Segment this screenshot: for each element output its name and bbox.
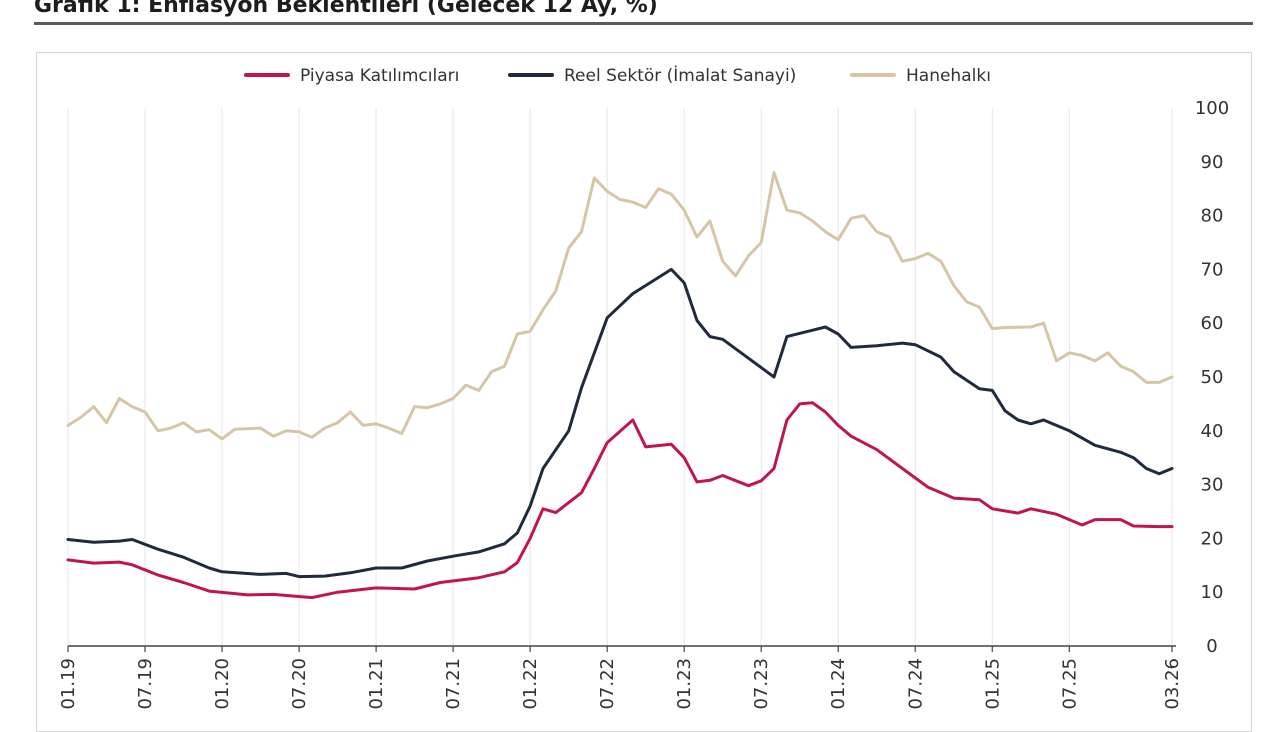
y-tick-label-70: 70 bbox=[1201, 259, 1224, 280]
vertical-gridlines bbox=[67, 108, 1173, 646]
y-tick-label-80: 80 bbox=[1201, 206, 1224, 227]
x-tick-label-01.19: 01.19 bbox=[58, 658, 79, 710]
x-tick-label-01.20: 01.20 bbox=[212, 658, 233, 710]
y-tick-label-40: 40 bbox=[1201, 421, 1224, 442]
x-tick-label-01.21: 01.21 bbox=[366, 658, 387, 710]
x-tick-label-07.19: 07.19 bbox=[135, 658, 156, 710]
y-tick-label-50: 50 bbox=[1201, 367, 1224, 388]
y-tick-label-20: 20 bbox=[1201, 528, 1224, 549]
y-tick-label-60: 60 bbox=[1201, 313, 1224, 334]
x-tick-label-07.20: 07.20 bbox=[289, 658, 310, 710]
x-tick-label-03.26: 03.26 bbox=[1162, 658, 1183, 710]
chart-title: Grafik 1: Enflasyon Beklentileri (Gelece… bbox=[34, 0, 658, 18]
y-tick-label-10: 10 bbox=[1201, 582, 1224, 603]
x-tick-label-01.24: 01.24 bbox=[828, 658, 849, 710]
x-tick-label-07.25: 07.25 bbox=[1059, 658, 1080, 710]
x-tick-label-07.23: 07.23 bbox=[751, 658, 772, 710]
title-underline bbox=[34, 22, 1253, 25]
x-tick-label-01.23: 01.23 bbox=[674, 658, 695, 710]
x-tick-label-07.21: 07.21 bbox=[443, 658, 464, 710]
legend: Piyasa Katılımcıları Reel Sektör (İmalat … bbox=[244, 65, 991, 86]
series-line-3 bbox=[66, 171, 1174, 441]
x-tick-label-07.22: 07.22 bbox=[597, 658, 618, 710]
x-tick-label-07.24: 07.24 bbox=[905, 658, 926, 710]
legend-label-3: Hanehalkı bbox=[906, 66, 991, 86]
y-tick-label-90: 90 bbox=[1201, 152, 1224, 173]
y-tick-label-100: 100 bbox=[1195, 98, 1229, 119]
legend-label-1: Piyasa Katılımcıları bbox=[300, 66, 459, 86]
y-axis-ticks: 0 10 20 30 40 50 60 70 80 90 100 bbox=[1195, 98, 1229, 657]
series-lines bbox=[66, 171, 1174, 600]
y-tick-label-0: 0 bbox=[1206, 636, 1217, 657]
legend-label-2: Reel Sektör (İmalat Sanayi) bbox=[564, 65, 796, 86]
series-line-2 bbox=[66, 267, 1174, 579]
x-tick-label-01.25: 01.25 bbox=[982, 658, 1003, 710]
x-axis-ticks: 01.19 07.19 01.20 07.20 01.21 07.21 01.22 07.22… bbox=[58, 646, 1183, 710]
y-tick-label-30: 30 bbox=[1201, 475, 1224, 496]
series-line-1 bbox=[66, 401, 1174, 600]
x-tick-label-01.22: 01.22 bbox=[520, 658, 541, 710]
